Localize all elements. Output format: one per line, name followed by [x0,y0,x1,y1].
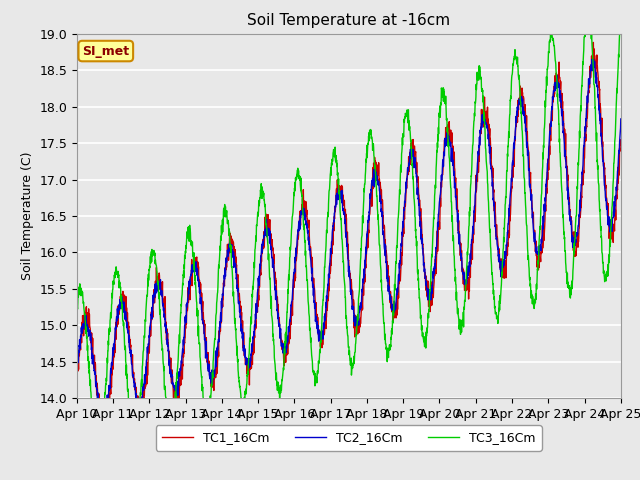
TC1_16Cm [225,255,232,261]
TC2_16Cm [376,193,384,199]
TC3_16Cm [73,304,81,310]
Y-axis label: Soil Temperature (C): Soil Temperature (C) [20,152,34,280]
TC1_16Cm [73,364,81,370]
TC2_16Cm [617,116,625,122]
X-axis label: Time: Time [333,427,364,440]
Text: SI_met: SI_met [82,45,129,58]
TC3_16Cm [376,262,384,267]
TC3_16Cm [569,268,577,274]
TC3_16Cm [507,96,515,101]
Legend: TC1_16Cm, TC2_16Cm, TC3_16Cm: TC1_16Cm, TC2_16Cm, TC3_16Cm [156,425,541,451]
TC3_16Cm [584,12,592,18]
TC3_16Cm [93,455,101,460]
TC3_16Cm [584,6,591,12]
TC2_16Cm [365,213,372,219]
TC2_16Cm [569,238,577,244]
TC1_16Cm [376,183,384,189]
TC2_16Cm [99,420,107,426]
Line: TC1_16Cm: TC1_16Cm [77,42,621,429]
TC3_16Cm [617,17,625,23]
TC2_16Cm [584,89,592,95]
TC1_16Cm [365,227,372,233]
TC2_16Cm [73,362,81,368]
Line: TC2_16Cm: TC2_16Cm [77,60,621,423]
TC3_16Cm [365,133,372,139]
TC1_16Cm [617,140,625,145]
TC1_16Cm [584,93,592,99]
TC1_16Cm [569,232,577,238]
Line: TC3_16Cm: TC3_16Cm [77,9,621,457]
TC1_16Cm [589,39,597,45]
TC2_16Cm [225,247,232,252]
TC1_16Cm [507,200,515,205]
TC1_16Cm [99,426,107,432]
TC2_16Cm [507,184,515,190]
TC2_16Cm [588,57,596,62]
Title: Soil Temperature at -16cm: Soil Temperature at -16cm [247,13,451,28]
TC3_16Cm [225,230,232,236]
